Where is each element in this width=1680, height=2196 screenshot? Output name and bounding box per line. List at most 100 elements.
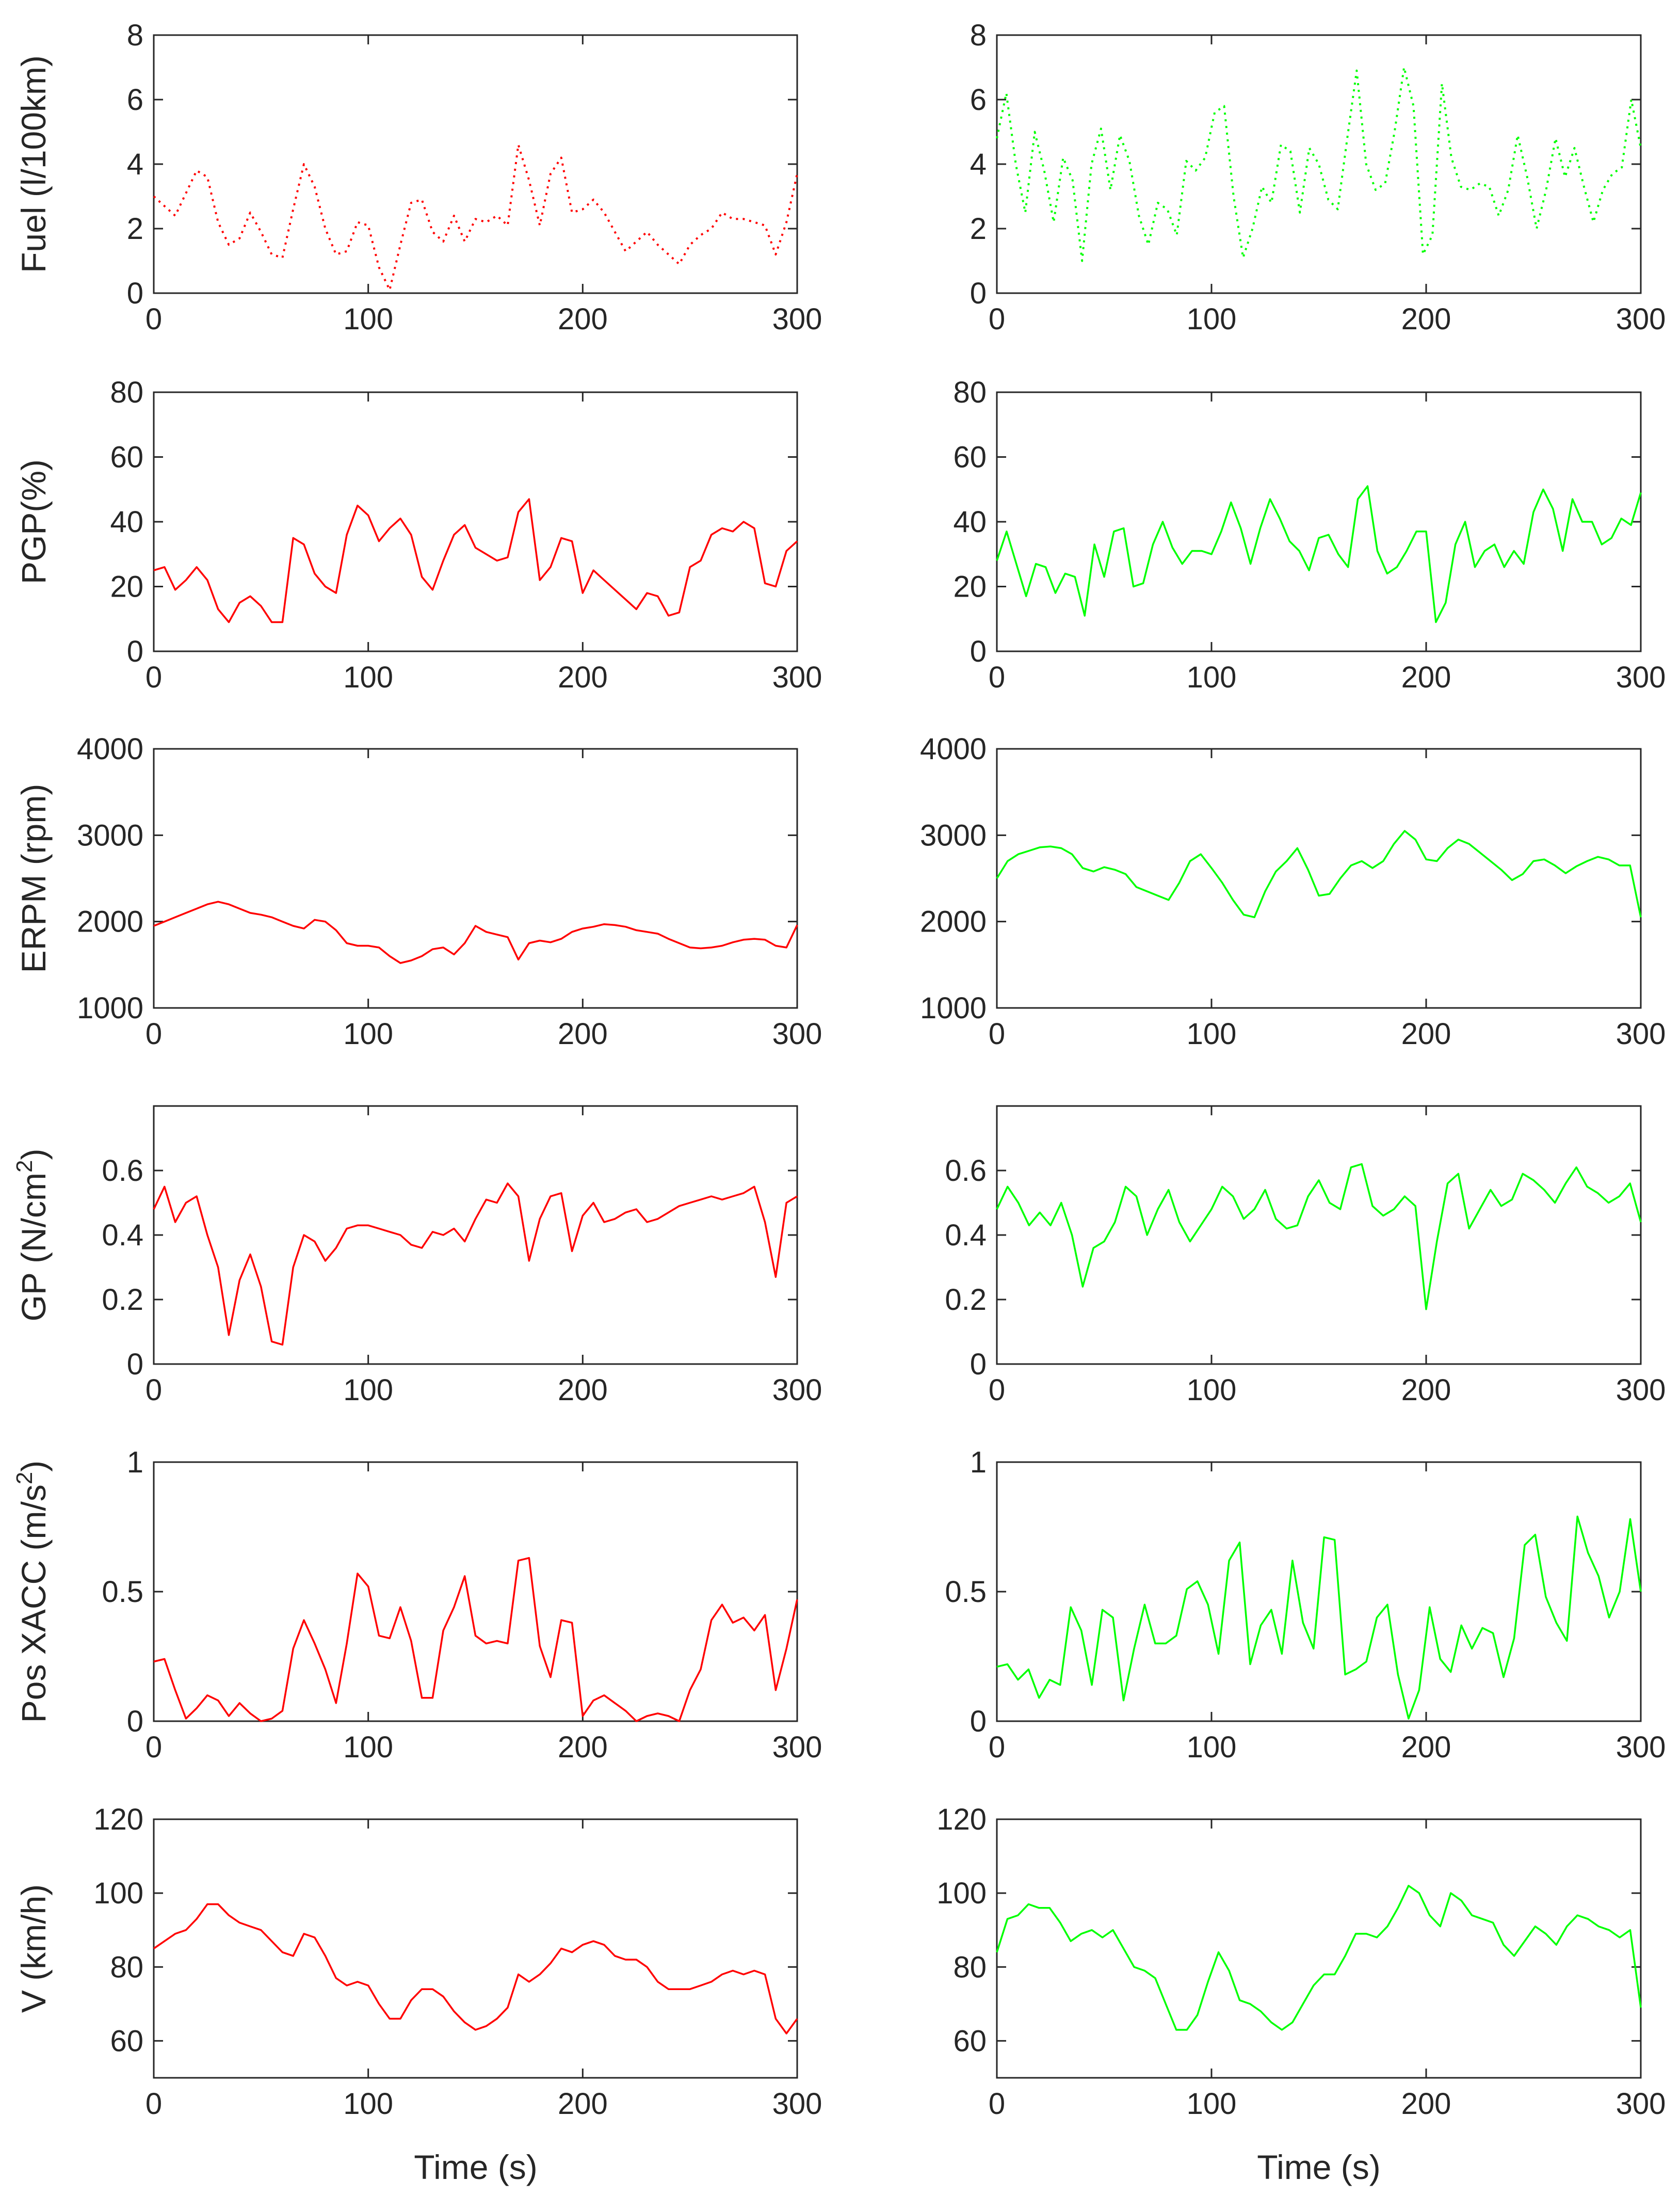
y-tick-label-left-3-1: 0.2 — [102, 1283, 143, 1317]
x-tick-label-left-1-0: 0 — [146, 661, 162, 694]
x-tick-label-right-5-2: 200 — [1401, 2087, 1451, 2121]
x-tick-label-left-3-1: 100 — [343, 1373, 393, 1407]
y-tick-label-right-5-0: 60 — [953, 2024, 987, 2058]
x-tick-label-left-4-0: 0 — [146, 1730, 162, 1764]
y-axis-label-left-2: ERPM (rpm) — [14, 784, 53, 973]
y-tick-label-right-1-3: 60 — [953, 441, 987, 474]
y-tick-label-left-1-0: 0 — [127, 635, 143, 668]
plot-frame-right-5 — [996, 1818, 1642, 2079]
y-tick-label-right-1-2: 40 — [953, 505, 987, 539]
x-tick-label-left-1-1: 100 — [343, 661, 393, 694]
y-tick-label-right-5-3: 120 — [936, 1803, 987, 1836]
x-tick-label-right-1-0: 0 — [989, 661, 1005, 694]
y-tick-label-left-0-4: 8 — [127, 19, 143, 52]
y-tick-label-right-2-3: 4000 — [920, 732, 987, 766]
series-line-left-1 — [153, 498, 798, 623]
x-tick-label-right-3-0: 0 — [989, 1373, 1005, 1407]
y-tick-label-right-1-4: 80 — [953, 376, 987, 409]
plot-frame-left-2 — [153, 748, 798, 1009]
x-tick-label-left-5-3: 300 — [772, 2087, 822, 2121]
x-tick-label-right-4-1: 100 — [1187, 1730, 1237, 1764]
x-tick-label-right-1-2: 200 — [1401, 661, 1451, 694]
x-tick-label-right-2-3: 300 — [1616, 1017, 1666, 1051]
series-line-left-3 — [153, 1182, 798, 1346]
y-tick-label-left-2-1: 2000 — [77, 905, 143, 939]
y-tick-label-left-4-0: 0 — [127, 1705, 143, 1738]
x-tick-label-right-1-1: 100 — [1187, 661, 1237, 694]
series-line-right-1 — [996, 485, 1642, 623]
chart-panel-left-4: 0 100 200 300 0 0.5 1 Pos XACC (m/s2) — [12, 1446, 822, 1764]
x-tick-label-left-4-2: 200 — [558, 1730, 608, 1764]
y-axis-label-left-5: V (km/h) — [14, 1884, 53, 2013]
x-tick-label-left-3-0: 0 — [146, 1373, 162, 1407]
y-axis-label-left-0: Fuel (l/100km) — [14, 55, 53, 273]
x-axis-label-right: Time (s) — [1257, 2148, 1381, 2186]
x-tick-label-left-0-2: 200 — [558, 302, 608, 336]
y-tick-label-left-5-3: 120 — [93, 1803, 143, 1836]
y-tick-label-left-4-2: 1 — [127, 1446, 143, 1479]
chart-panel-left-2: 0 100 200 300 1000 2000 3000 4000 ERPM (rpm) — [14, 732, 822, 1051]
x-tick-label-left-5-1: 100 — [343, 2087, 393, 2121]
chart-panel-right-3: 0 100 200 300 0 0.2 0.4 0.6 — [945, 1105, 1666, 1407]
y-tick-label-right-0-4: 8 — [970, 19, 987, 52]
series-line-right-2 — [996, 830, 1642, 919]
y-tick-label-right-3-3: 0.6 — [945, 1154, 987, 1188]
x-tick-label-right-5-1: 100 — [1187, 2087, 1237, 2121]
y-tick-label-left-0-1: 2 — [127, 212, 143, 246]
chart-panel-right-4: 0 100 200 300 0 0.5 1 — [945, 1446, 1666, 1764]
y-tick-label-left-2-0: 1000 — [77, 991, 143, 1025]
y-tick-label-left-1-3: 60 — [110, 441, 143, 474]
x-tick-label-left-0-3: 300 — [772, 302, 822, 336]
y-tick-label-left-0-0: 0 — [127, 277, 143, 310]
x-tick-label-right-2-0: 0 — [989, 1017, 1005, 1051]
series-line-right-3 — [996, 1163, 1642, 1310]
x-tick-label-left-3-3: 300 — [772, 1373, 822, 1407]
y-tick-label-left-0-2: 4 — [127, 148, 143, 181]
y-tick-label-right-5-2: 100 — [936, 1877, 987, 1910]
series-line-right-5 — [996, 1885, 1642, 2031]
x-tick-label-right-2-2: 200 — [1401, 1017, 1451, 1051]
chart-panel-right-2: 0 100 200 300 1000 2000 3000 4000 — [920, 732, 1666, 1051]
y-tick-label-left-3-0: 0 — [127, 1348, 143, 1381]
y-tick-label-right-2-2: 3000 — [920, 819, 987, 852]
series-line-right-0 — [996, 66, 1642, 262]
x-tick-label-right-5-3: 300 — [1616, 2087, 1666, 2121]
x-tick-label-right-4-0: 0 — [989, 1730, 1005, 1764]
y-tick-label-left-1-2: 40 — [110, 505, 143, 539]
y-tick-label-right-1-1: 20 — [953, 570, 987, 604]
series-line-left-4 — [153, 1557, 798, 1722]
x-tick-label-left-4-1: 100 — [343, 1730, 393, 1764]
x-tick-label-left-5-2: 200 — [558, 2087, 608, 2121]
y-tick-label-right-2-1: 2000 — [920, 905, 987, 939]
x-tick-label-right-2-1: 100 — [1187, 1017, 1237, 1051]
chart-panel-left-5: 0 100 200 300 60 80 100 120 V (km/h) — [14, 1803, 822, 2121]
y-tick-label-left-3-2: 0.4 — [102, 1219, 143, 1252]
y-tick-label-left-4-1: 0.5 — [102, 1575, 143, 1609]
y-tick-label-left-5-0: 60 — [110, 2024, 143, 2058]
y-tick-label-right-3-0: 0 — [970, 1348, 987, 1381]
y-tick-label-right-0-3: 6 — [970, 83, 987, 117]
series-line-right-4 — [996, 1515, 1642, 1720]
x-tick-label-left-4-3: 300 — [772, 1730, 822, 1764]
x-tick-label-left-1-3: 300 — [772, 661, 822, 694]
x-tick-label-left-2-3: 300 — [772, 1017, 822, 1051]
x-tick-label-right-0-0: 0 — [989, 302, 1005, 336]
x-tick-label-right-3-2: 200 — [1401, 1373, 1451, 1407]
x-tick-label-left-2-1: 100 — [343, 1017, 393, 1051]
y-tick-label-right-2-0: 1000 — [920, 991, 987, 1025]
y-tick-label-left-2-3: 4000 — [77, 732, 143, 766]
x-tick-label-right-0-3: 300 — [1616, 302, 1666, 336]
y-tick-label-right-4-2: 1 — [970, 1446, 987, 1479]
y-tick-label-right-0-0: 0 — [970, 277, 987, 310]
chart-panel-left-3: 0 100 200 300 0 0.2 0.4 0.6 GP (N/cm2) — [12, 1105, 822, 1407]
x-tick-label-right-3-1: 100 — [1187, 1373, 1237, 1407]
y-tick-label-left-2-2: 3000 — [77, 819, 143, 852]
chart-panel-right-5: 0 100 200 300 60 80 100 120 — [936, 1803, 1666, 2121]
y-tick-label-left-1-4: 80 — [110, 376, 143, 409]
y-axis-label-left-3: GP (N/cm2) — [12, 1149, 53, 1322]
x-tick-label-right-3-3: 300 — [1616, 1373, 1666, 1407]
x-tick-label-left-0-0: 0 — [146, 302, 162, 336]
series-line-left-0 — [153, 143, 798, 291]
y-tick-label-right-3-2: 0.4 — [945, 1219, 987, 1252]
